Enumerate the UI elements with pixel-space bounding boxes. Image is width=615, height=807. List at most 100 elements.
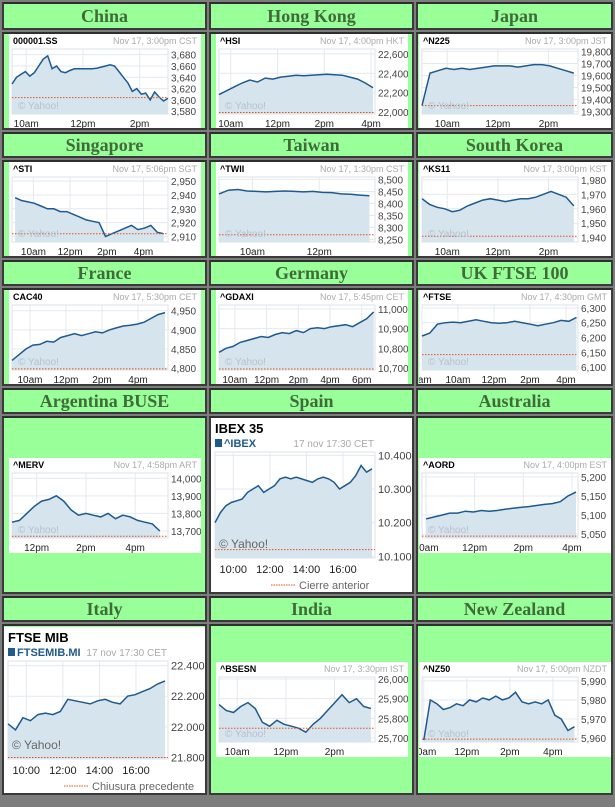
x-tick-label: 6pm [352, 375, 371, 385]
chart-hong-kong[interactable]: ^HSI Nov 17, 4:00pm HKT 22,000 22,200 22,400… [215, 34, 408, 129]
panel-title: Taiwan [283, 134, 340, 155]
x-tick-label: 2pm [76, 543, 95, 553]
chart-south-korea[interactable]: ^KS11 Nov 17, 3:00pm KST 1,940 1,950 1,960 1,… [418, 162, 611, 257]
y-tick-label: 3,640 [171, 73, 196, 84]
x-tick-label: 2pm [538, 247, 557, 257]
timestamp: Nov 17, 5:30pm CET [112, 292, 197, 302]
series-line [10, 54, 168, 102]
y-tick-label: 10.400 [378, 450, 412, 462]
ticker-label: CAC40 [13, 292, 43, 302]
chart-italy[interactable]: FTSE MIB FTSEMIB.MI 17 nov 17:30 CET 21.800… [4, 626, 205, 793]
panel-title: New Zealand [463, 598, 566, 619]
y-tick-label: 10,800 [378, 344, 408, 355]
yahoo-watermark: © Yahoo! [18, 229, 59, 240]
chart-argentina-buse[interactable]: ^MERV Nov 17, 4:58pm ART 13,700 13,800 13,90… [8, 457, 201, 553]
timestamp: Nov 17, 5:06pm SGT [112, 164, 197, 174]
x-tick-label: 8am [419, 375, 432, 385]
x-tick-label: 2pm [129, 119, 148, 129]
title-uk-ftse-100: UK FTSE 100 [416, 260, 613, 286]
y-tick-label: 5,100 [581, 511, 606, 522]
chart-singapore[interactable]: ^STI Nov 17, 5:06pm SGT 2,910 2,920 2,930 2,9… [8, 162, 201, 257]
chart-cell-japan: ^N225 Nov 17, 3:00pm JST 19,300 19,400 19,50… [416, 32, 613, 130]
title-taiwan: Taiwan [209, 132, 414, 158]
y-tick-label: 22.000 [171, 721, 205, 733]
legend-label: Chiusura precedente [92, 781, 194, 793]
x-tick-label: 10am [218, 119, 243, 129]
chart-germany[interactable]: ^GDAXI Nov 17, 5:45pm CET 10,700 10,800 10,9… [215, 290, 408, 385]
legend-label: Cierre anterior [299, 580, 370, 592]
title-argentina-buse: Argentina BUSE [2, 388, 207, 414]
y-tick-label: 3,660 [171, 61, 196, 72]
title-hong-kong: Hong Kong [209, 2, 414, 30]
series-line [218, 693, 371, 734]
y-tick-label: 6,150 [581, 348, 606, 359]
series-line [422, 691, 575, 741]
series-line [218, 188, 369, 197]
panel-title: Australia [478, 390, 551, 411]
panel-title: Italy [86, 598, 123, 619]
x-tick-label: 12pm [462, 543, 487, 553]
x-tick-label: 2pm [92, 375, 111, 385]
x-tick-label: 10am [224, 747, 249, 757]
chart-australia[interactable]: ^AORD Nov 17, 4:00pm EST 5,050 5,100 5,150 5,… [418, 457, 611, 553]
y-tick-label: 25,900 [378, 695, 408, 706]
title-india: India [209, 596, 414, 622]
chart-taiwan[interactable]: ^TWII Nov 17, 1:30pm CST8,2508,3008,3508,… [215, 162, 408, 257]
y-tick-label: 19,600 [581, 71, 611, 82]
series-line [425, 490, 576, 520]
y-tick-label: 11,000 [378, 304, 408, 315]
x-tick-label: 10:00 [220, 564, 248, 576]
yahoo-watermark: © Yahoo! [225, 729, 266, 740]
title-spain: Spain [209, 388, 414, 414]
y-tick-label: 1,950 [581, 219, 606, 230]
ticker-label: ^AORD [423, 460, 455, 470]
y-tick-label: 8,250 [378, 235, 403, 246]
y-tick-label: 5,960 [581, 734, 606, 745]
chart-cell-italy: FTSE MIB FTSEMIB.MI 17 nov 17:30 CET 21.800… [2, 624, 207, 795]
timestamp: Nov 17, 4:00pm EST [523, 460, 607, 470]
chart-france[interactable]: CAC40 Nov 17, 5:30pm CET 4,800 4,850 4,900 4,… [8, 290, 201, 385]
chart-name: IBEX 35 [215, 421, 263, 436]
chart-china[interactable]: 000001.SS Nov 17, 3:00pm CST3,5803,6003,6… [8, 34, 201, 129]
title-china: China [2, 2, 207, 30]
x-tick-label: 2pm [314, 119, 333, 129]
yahoo-watermark: © Yahoo! [428, 101, 469, 112]
y-tick-label: 22,000 [378, 108, 408, 119]
ticker-label: ^GDAXI [220, 292, 254, 302]
y-tick-label: 22.400 [171, 660, 205, 672]
yahoo-watermark: © Yahoo! [428, 357, 469, 368]
yahoo-watermark: © Yahoo! [219, 537, 268, 551]
x-tick-label: 12pm [70, 119, 95, 129]
chart-japan[interactable]: ^N225 Nov 17, 3:00pm JST 19,30019,40019,50… [418, 34, 611, 129]
yahoo-watermark: © Yahoo! [428, 525, 469, 536]
chart-uk-ftse-100[interactable]: ^FTSE Nov 17, 4:30pm GMT 6,100 6,150 6,200 6,… [418, 290, 611, 385]
chart-new-zealand[interactable]: ^NZ50 Nov 17, 5:00pm NZDT 5,960 5,970 5,980 5… [418, 662, 611, 757]
y-tick-label: 10,900 [378, 324, 408, 335]
y-tick-label: 4,950 [171, 306, 196, 317]
y-tick-label: 10.100 [378, 551, 412, 563]
y-tick-label: 19,300 [581, 107, 611, 118]
x-tick-label: 14:00 [293, 564, 321, 576]
timestamp: Nov 17, 4:30pm GMT [520, 292, 607, 302]
x-tick-label: 4pm [128, 375, 147, 385]
panel-title: Spain [289, 390, 334, 411]
x-tick-label: 16:00 [329, 564, 357, 576]
series-area [11, 495, 160, 538]
ticker-label: 000001.SS [13, 36, 58, 46]
ticker-label: ^MERV [13, 460, 44, 470]
x-tick-label: 10:00 [13, 765, 41, 777]
series-area [423, 692, 574, 742]
series-area [11, 312, 165, 370]
ticker-label: ^N225 [423, 36, 450, 46]
chart-india[interactable]: ^BSESN Nov 17, 3:30pm IST 25,700 25,800 25,9… [215, 662, 408, 757]
series-area [218, 694, 371, 742]
title-australia: Australia [416, 388, 613, 414]
chart-spain[interactable]: IBEX 35 ^IBEX 17 nov 17:30 CET 10.100 10.200… [211, 418, 412, 592]
x-tick-label: 4pm [133, 247, 152, 257]
title-south-korea: South Korea [416, 132, 613, 158]
x-tick-label: 10am [419, 543, 439, 553]
y-tick-label: 6,200 [581, 333, 606, 344]
series-line [218, 72, 373, 95]
chart-cell-india: ^BSESN Nov 17, 3:30pm IST 25,700 25,800 25,9… [209, 624, 414, 795]
panel-title: Hong Kong [267, 5, 356, 26]
